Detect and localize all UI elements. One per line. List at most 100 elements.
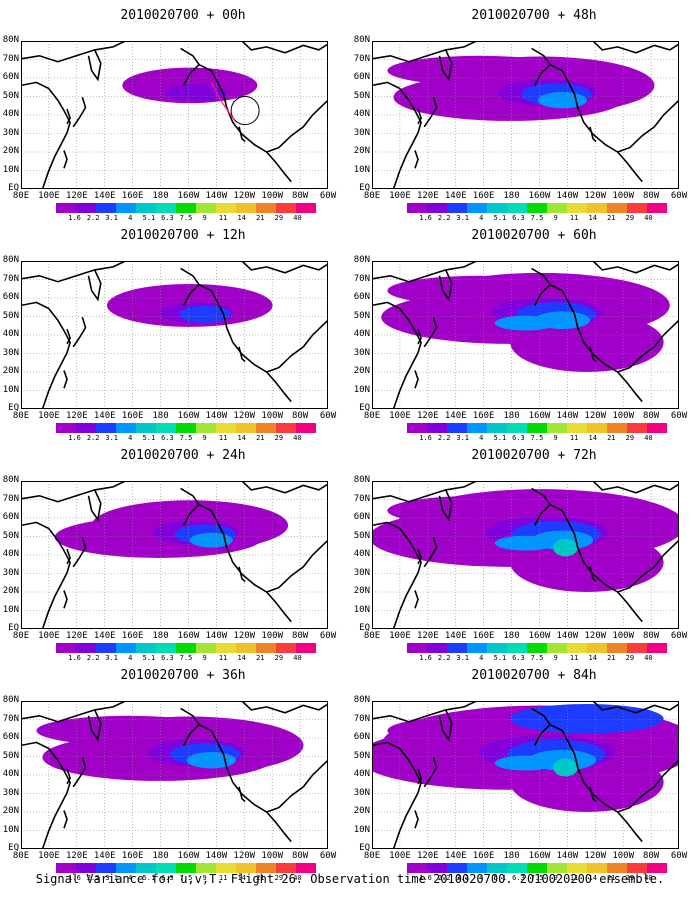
variance-contour — [553, 538, 578, 557]
lon-tick-label: 100W — [261, 631, 284, 641]
coastline — [87, 269, 102, 302]
colorbar-swatch — [607, 203, 627, 213]
lat-tick-label: 60N — [353, 72, 370, 82]
coastline — [589, 346, 597, 363]
colorbar-swatch — [276, 203, 296, 213]
coastline — [266, 99, 328, 153]
colorbar-swatch — [196, 643, 216, 653]
lat-tick-label: 40N — [353, 329, 370, 339]
lon-tick-label: 100W — [261, 191, 284, 201]
colorbar-label: 2.2 — [437, 654, 451, 662]
coastline — [266, 371, 292, 403]
coastline — [266, 319, 328, 373]
colorbar-label: 11 — [569, 654, 579, 662]
colorbar-swatch — [527, 863, 547, 873]
lat-tick-label: 70N — [2, 273, 19, 284]
colorbar-label: 3.1 — [105, 874, 119, 882]
coastline — [414, 370, 419, 389]
coastline — [266, 591, 292, 623]
lon-tick-label: 140E — [93, 191, 116, 201]
variance-contour — [494, 755, 557, 771]
figure-caption: Signal Variance for u,v,T. Flight 26. Ob… — [35, 872, 665, 886]
coastline — [617, 319, 679, 373]
colorbar-label: 14 — [588, 214, 597, 222]
colorbar-label: 7.5 — [179, 654, 193, 662]
coastline — [417, 108, 422, 125]
lon-tick-label: 160E — [121, 411, 144, 421]
lon-tick-label: 100W — [261, 411, 284, 421]
lon-tick-label: 140E — [444, 631, 467, 641]
coastline — [617, 151, 643, 183]
colorbar-label: 7.5 — [179, 214, 193, 222]
colorbar-swatch — [216, 863, 236, 873]
lat-tick-label: 80N — [2, 475, 19, 485]
coastline — [72, 756, 87, 788]
colorbar-swatch — [547, 423, 567, 433]
colorbar-swatch — [196, 423, 216, 433]
lon-tick-label: 60W — [670, 631, 688, 641]
colorbar-label: 40 — [293, 434, 302, 442]
colorbar-swatch — [647, 863, 667, 873]
colorbar-label: 3.1 — [105, 434, 119, 442]
lat-tick-label: 80N — [353, 35, 370, 45]
lon-tick-label: 80W — [642, 411, 660, 421]
lon-tick-label: 120W — [233, 851, 256, 861]
colorbar-swatch — [467, 423, 487, 433]
colorbar-swatch — [487, 423, 507, 433]
lon-tick-label: 80E — [12, 411, 30, 421]
colorbar-label: 2.2 — [86, 434, 100, 442]
lat-tick-label: 70N — [353, 53, 370, 64]
lat-tick-label: 50N — [2, 310, 19, 321]
colorbar-label: 6.3 — [512, 434, 525, 442]
lon-tick-label: 140E — [93, 851, 116, 861]
lat-tick-label: 20N — [2, 586, 19, 596]
colorbar-label: 21 — [256, 434, 265, 442]
coastline — [266, 539, 328, 593]
lat-tick-label: 40N — [353, 769, 370, 779]
coastline — [372, 701, 477, 723]
lon-tick-label: 160W — [177, 631, 200, 641]
lat-tick-label: 60N — [2, 292, 19, 302]
colorbar-label: 14 — [237, 214, 246, 222]
colorbar-swatch — [407, 423, 427, 433]
coastline — [241, 261, 328, 274]
coastline — [198, 283, 268, 373]
colorbar — [56, 423, 316, 433]
coastline — [592, 41, 679, 54]
coastline — [372, 481, 477, 503]
colorbar-label: 14 — [237, 874, 246, 882]
lon-tick-label: 60W — [319, 191, 337, 201]
lon-tick-label: 80W — [642, 631, 660, 641]
lon-tick-label: 180 — [503, 851, 520, 861]
lon-tick-label: 160E — [472, 631, 495, 641]
colorbar-swatch — [136, 863, 156, 873]
lon-tick-label: 180 — [152, 631, 169, 641]
lat-tick-label: EQ — [359, 843, 370, 853]
colorbar-label: 14 — [237, 654, 246, 662]
colorbar-label: 5.1 — [142, 654, 156, 662]
lat-tick-label: 60N — [2, 72, 19, 82]
lat-tick-label: 30N — [353, 567, 370, 578]
variance-contour — [510, 703, 664, 734]
lon-tick-label: 100E — [38, 411, 60, 421]
lat-tick-label: EQ — [359, 623, 370, 633]
lon-tick-label: 80E — [363, 191, 381, 201]
colorbar-swatch — [276, 423, 296, 433]
colorbar — [56, 643, 316, 653]
colorbar-label: 7.5 — [530, 214, 544, 222]
lat-tick-label: 20N — [2, 146, 19, 156]
lat-tick-label: 50N — [2, 90, 19, 101]
lat-tick-label: EQ — [8, 403, 19, 413]
colorbar-swatch — [256, 423, 276, 433]
coastline — [66, 328, 71, 345]
colorbar-swatch — [76, 423, 96, 433]
colorbar-label: 6.3 — [161, 434, 174, 442]
colorbar-label: 11 — [218, 654, 228, 662]
lon-tick-label: 120W — [584, 191, 607, 201]
coastline — [423, 536, 438, 568]
lon-tick-label: 100E — [389, 411, 411, 421]
colorbar-swatch — [647, 643, 667, 653]
lat-tick-label: 30N — [2, 567, 19, 578]
lat-tick-label: 60N — [353, 732, 370, 742]
lon-tick-label: 120W — [584, 851, 607, 861]
